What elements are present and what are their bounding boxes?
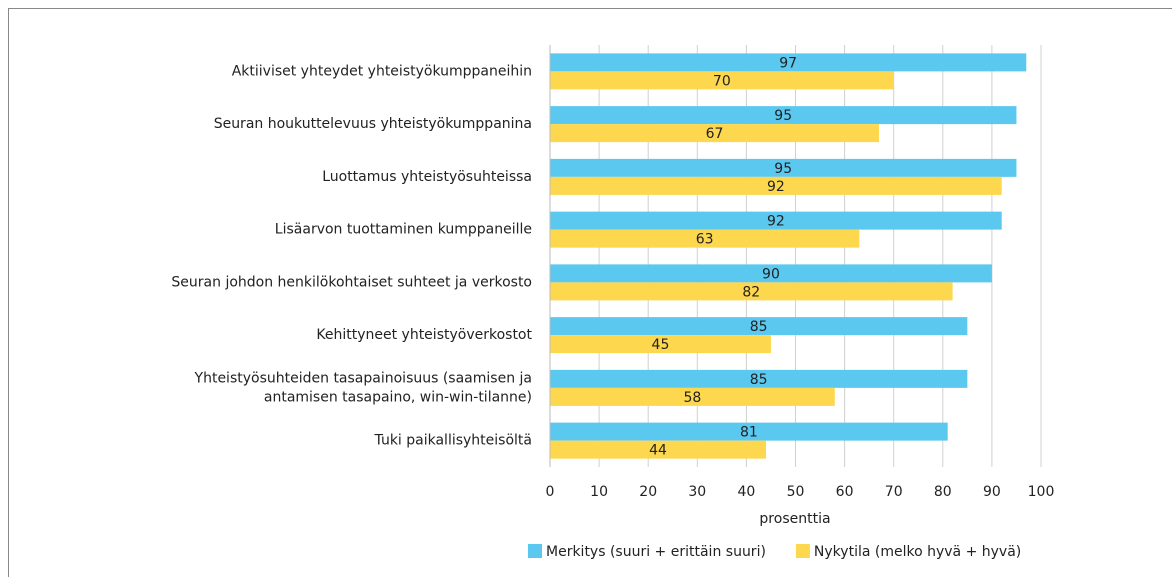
bar — [550, 369, 968, 388]
value-label: 58 — [683, 390, 701, 406]
bar — [550, 124, 879, 143]
x-tick-label: 50 — [787, 484, 805, 500]
bar — [550, 176, 1002, 195]
x-tick-label: 60 — [836, 484, 854, 500]
value-label: 44 — [649, 443, 667, 459]
value-label: 85 — [750, 319, 768, 335]
bar — [550, 53, 1027, 72]
legend-swatch — [795, 544, 810, 558]
y-tick-label: Luottamus yhteistyösuhteissa — [322, 169, 532, 185]
value-label: 85 — [750, 372, 768, 388]
y-tick-label: Seuran houkuttelevuus yhteistyökumppanin… — [214, 116, 532, 132]
legend-swatch — [528, 544, 542, 558]
x-tick-label: 80 — [934, 484, 952, 500]
bar — [550, 106, 1017, 125]
x-tick-label: 0 — [546, 484, 555, 500]
y-tick-label: Lisäarvon tuottaminen kumppaneille — [275, 222, 532, 238]
value-label: 63 — [696, 232, 714, 248]
bar — [550, 422, 948, 441]
x-tick-label: 20 — [639, 484, 657, 500]
value-label: 97 — [779, 55, 797, 71]
value-label: 92 — [767, 214, 785, 230]
value-label: 67 — [706, 126, 724, 142]
legend-label: Nykytila (melko hyvä + hyvä) — [814, 544, 1021, 560]
x-tick-label: 100 — [1028, 484, 1055, 500]
legend-label: Merkitys (suuri + erittäin suuri) — [546, 544, 766, 560]
y-tick-label: Aktiiviset yhteydet yhteistyökumppaneihi… — [232, 63, 532, 79]
bar — [550, 387, 835, 406]
bar — [550, 229, 860, 248]
y-tick-label: Kehittyneet yhteistyöverkostot — [316, 327, 532, 343]
x-tick-label: 30 — [688, 484, 706, 500]
value-label: 95 — [774, 161, 792, 177]
value-label: 45 — [652, 337, 670, 353]
value-label: 95 — [774, 108, 792, 124]
bar — [550, 317, 968, 336]
bar — [550, 71, 894, 90]
x-tick-label: 90 — [983, 484, 1001, 500]
frame — [8, 8, 1172, 577]
x-axis-title: prosenttia — [759, 511, 830, 527]
value-label: 70 — [713, 73, 731, 89]
bar — [550, 335, 771, 354]
bar — [550, 211, 1002, 230]
x-tick-label: 40 — [737, 484, 755, 500]
value-label: 82 — [742, 284, 760, 300]
bar — [550, 282, 953, 301]
bar — [550, 440, 767, 459]
y-tick-label: Tuki paikallisyhteisöltä — [374, 433, 532, 449]
value-label: 92 — [767, 179, 785, 195]
value-label: 81 — [740, 425, 758, 441]
bar — [550, 264, 992, 283]
value-label: 90 — [762, 266, 780, 282]
y-tick-label: Seuran johdon henkilökohtaiset suhteet j… — [171, 274, 532, 290]
x-tick-label: 70 — [885, 484, 903, 500]
x-tick-label: 10 — [590, 484, 608, 500]
y-tick-label: Yhteistyösuhteiden tasapainoisuus (saami… — [194, 370, 532, 405]
bar — [550, 158, 1017, 177]
